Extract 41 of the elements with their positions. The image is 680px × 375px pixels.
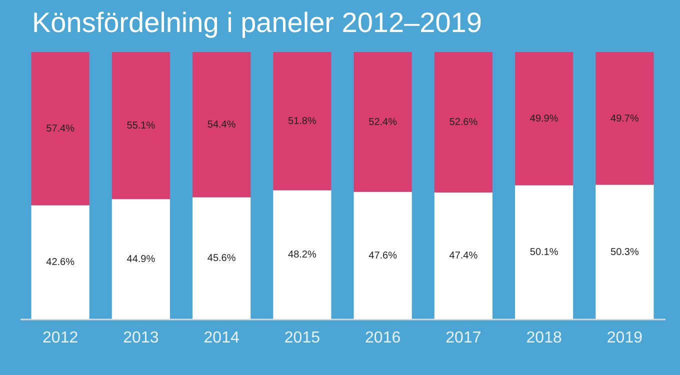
chart-title: Könsfördelning i paneler 2012–2019	[32, 7, 482, 38]
data-label: 50.1%	[530, 247, 558, 258]
bar	[273, 190, 332, 319]
x-tick-label: 2012	[42, 330, 78, 346]
data-label: 42.6%	[46, 257, 75, 268]
data-label: 48.2%	[288, 250, 316, 261]
data-label: 49.7%	[610, 113, 639, 124]
data-label: 50.3%	[610, 246, 639, 258]
x-tick-label: 2013	[123, 330, 159, 346]
x-tick-label: 2017	[446, 330, 482, 346]
x-tick-label: 2015	[284, 330, 320, 346]
data-label: 51.8%	[288, 116, 316, 128]
bar	[354, 52, 412, 192]
bar	[515, 52, 574, 186]
bar	[31, 205, 90, 319]
x-tick-label: 2019	[606, 330, 643, 346]
bar	[192, 197, 251, 319]
data-label: 52.6%	[449, 117, 478, 128]
bar	[192, 52, 251, 198]
bar	[354, 192, 412, 319]
data-label: 57.4%	[46, 124, 75, 135]
bar	[434, 52, 492, 192]
bar	[273, 52, 332, 190]
data-label: 47.6%	[368, 250, 398, 262]
data-label: 47.4%	[449, 250, 478, 262]
bar	[596, 184, 654, 319]
data-label: 54.4%	[207, 120, 236, 131]
bar	[434, 192, 492, 319]
x-tick-label: 2016	[365, 330, 401, 346]
data-label: 55.1%	[126, 120, 156, 132]
x-tick-label: 2018	[526, 330, 562, 346]
bar	[596, 52, 654, 185]
data-label: 49.9%	[530, 114, 558, 125]
bar	[112, 52, 170, 200]
bar	[515, 185, 574, 319]
bar	[112, 199, 170, 319]
data-label: 52.4%	[368, 116, 398, 128]
bar	[31, 52, 90, 206]
data-label: 45.6%	[207, 253, 236, 264]
x-tick-label: 2014	[204, 330, 240, 346]
data-label: 44.9%	[126, 254, 156, 266]
